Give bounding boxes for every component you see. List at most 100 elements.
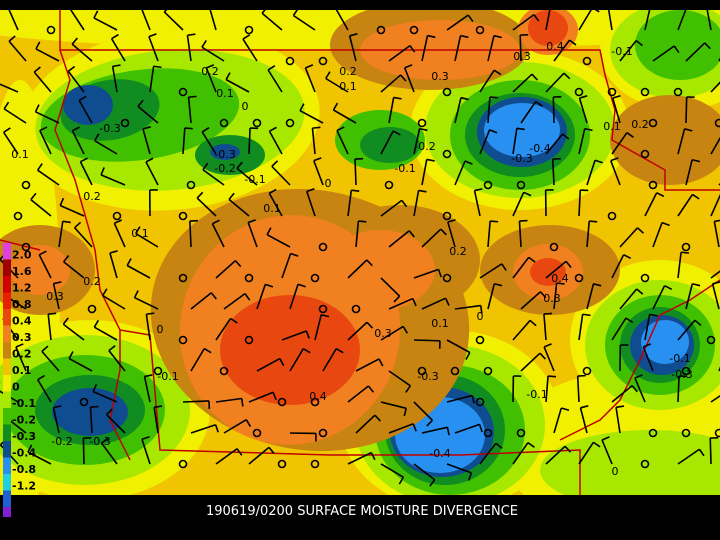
wind-barb: [78, 99, 93, 124]
legend-label: 2.0: [12, 249, 32, 262]
contour-label: -0.2: [214, 162, 235, 175]
wind-barb: [677, 252, 682, 279]
wind-barb: [202, 169, 225, 186]
calm-marker: [714, 428, 720, 438]
wind-barb-flag: [146, 312, 155, 316]
wind-barb: [512, 256, 530, 279]
contour-label: -0.3: [89, 435, 110, 448]
wind-barb-flag: [245, 419, 252, 427]
wind-barb-flag: [212, 219, 220, 225]
wind-barb-flag: [312, 126, 321, 129]
wind-barb-flag: [265, 283, 274, 288]
calm-marker: [318, 56, 328, 66]
wind-barb-flag: [412, 423, 417, 432]
wind-barb-flag: [325, 71, 331, 79]
wind-barb-flag: [631, 385, 638, 393]
contour-label: 0: [325, 177, 332, 190]
wind-barb: [644, 314, 651, 341]
legend-swatch: [3, 325, 11, 342]
wind-barb-flag: [59, 197, 65, 206]
wind-barb-flag: [114, 219, 123, 225]
wind-barb: [634, 377, 646, 403]
caption: 190619/0200 SURFACE MOISTURE DIVERGENCE: [206, 504, 518, 519]
wind-barb: [299, 110, 324, 124]
wind-barb: [403, 67, 415, 93]
wind-barb: [710, 136, 720, 155]
wind-barb-flag: [38, 250, 47, 256]
legend-label: -0.1: [12, 397, 36, 410]
legend-label: -1.6: [12, 496, 36, 509]
wind-barb: [79, 161, 93, 186]
wind-barb-flag: [656, 192, 665, 198]
wind-barb-flag: [429, 479, 436, 487]
wind-barb: [266, 233, 291, 248]
wind-barb-flag: [495, 442, 503, 449]
wind-barb: [38, 254, 52, 279]
wind-barb-flag: [133, 290, 139, 299]
wind-barb: [413, 268, 439, 279]
wind-barb-flag: [464, 160, 473, 165]
field-region: [530, 258, 566, 286]
calm-marker: [384, 180, 394, 190]
legend-label: 1.6: [12, 265, 32, 278]
wind-barb-flag: [74, 221, 82, 229]
wind-barb: [388, 97, 395, 124]
wind-barb-flag: [370, 452, 376, 461]
wind-barb-flag: [236, 448, 243, 456]
wind-barb: [187, 97, 192, 124]
wind-barb-flag: [535, 100, 543, 107]
wind-barb: [289, 348, 304, 372]
wind-barb-flag: [78, 95, 87, 102]
calm-marker: [516, 180, 526, 190]
wind-barb-flag: [594, 10, 600, 13]
wind-barb: [236, 167, 258, 186]
calm-marker: [640, 87, 650, 97]
calm-marker: [450, 366, 460, 376]
wind-barb: [108, 350, 126, 372]
wind-barb: [487, 221, 491, 248]
field-region: [540, 430, 720, 495]
wind-barb: [487, 97, 491, 124]
wind-barb-flag: [267, 65, 276, 71]
wind-barb-flag: [306, 188, 315, 193]
wind-barb: [619, 288, 638, 310]
calm-marker: [681, 366, 691, 376]
contour-label: 0: [157, 323, 164, 336]
wind-barb-flag: [582, 313, 591, 317]
legend-label: 1.2: [12, 282, 32, 295]
wind-barb: [149, 66, 155, 93]
wind-barb: [512, 442, 529, 465]
legend-swatch: [3, 391, 11, 408]
calm-marker: [648, 180, 658, 190]
wind-barb: [271, 165, 291, 186]
wind-barb-flag: [188, 95, 197, 98]
wind-barb: [74, 227, 93, 248]
wind-barb: [69, 10, 85, 31]
wind-barb: [134, 296, 159, 310]
wind-barb: [601, 439, 613, 465]
wind-barb: [281, 253, 292, 279]
calm-marker: [475, 25, 485, 35]
calm-marker: [277, 459, 287, 469]
wind-barb: [215, 448, 238, 465]
wind-barb-flag: [261, 10, 266, 14]
legend-label: 0.8: [12, 298, 32, 311]
wind-barb: [67, 70, 85, 93]
contour-label: 0.1: [263, 202, 281, 215]
wind-barb: [380, 74, 402, 93]
contour-label: -0.3: [671, 368, 692, 381]
wind-barb-flag: [196, 191, 204, 199]
wind-barb-flag: [593, 283, 602, 287]
wind-barb-flag: [72, 126, 80, 132]
wind-barb: [446, 339, 471, 354]
wind-barb-flag: [27, 444, 33, 453]
wind-barb: [545, 10, 551, 31]
wind-barb: [553, 283, 558, 310]
wind-barb-flag: [302, 347, 311, 354]
wind-barb-flag: [332, 102, 339, 111]
legend-label: 0.4: [12, 315, 32, 328]
legend-swatch-end: [3, 507, 11, 517]
wind-barb: [256, 357, 281, 372]
calm-marker: [549, 242, 559, 252]
wind-barb: [578, 97, 588, 124]
